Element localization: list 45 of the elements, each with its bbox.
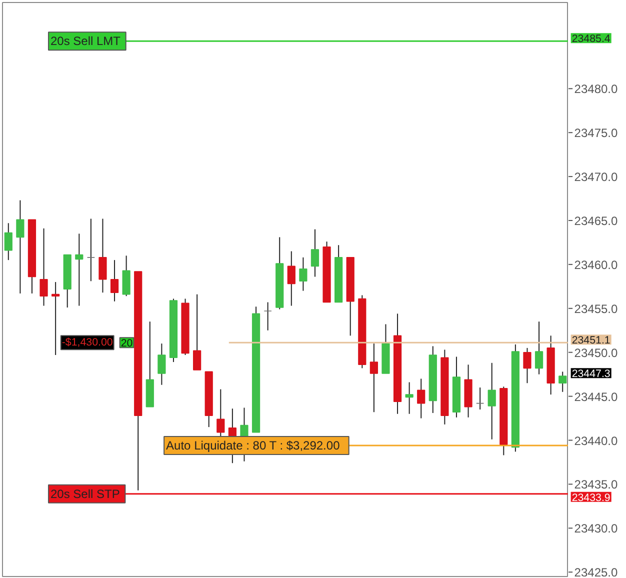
- candlestick: [405, 382, 414, 414]
- y-tick-label: 23460.0: [574, 258, 618, 272]
- annotation: 20s Sell STP: [50, 486, 120, 501]
- y-tick-label: 23430.0: [574, 522, 618, 536]
- annotation: 20: [120, 338, 133, 350]
- candlestick: [558, 371, 567, 392]
- candlestick: [40, 228, 48, 306]
- candlestick: [370, 343, 378, 413]
- candlestick: [122, 255, 130, 297]
- annotation: 20s Sell LMT: [50, 34, 122, 48]
- ref-line-label: 23451.1: [572, 334, 610, 347]
- candlestick: [216, 388, 225, 438]
- candlestick: [264, 302, 272, 331]
- candlestick: [4, 222, 12, 261]
- candlestick: [534, 321, 544, 375]
- candlestick: [523, 347, 532, 384]
- candlestick: [158, 343, 166, 386]
- candlestick: [287, 250, 296, 306]
- y-tick-label: 23445.0: [574, 390, 618, 404]
- text: 23447.3: [572, 368, 610, 380]
- ref-line-label: 23485.4: [572, 33, 610, 46]
- y-tick-label: 23455.0: [574, 302, 618, 316]
- candlestick: [310, 228, 320, 278]
- candlestick: [75, 233, 84, 306]
- candlestick: [16, 200, 24, 294]
- candlestick: [86, 218, 95, 282]
- y-tick-label: 23470.0: [574, 170, 618, 184]
- y-tick-label: 23465.0: [574, 214, 618, 228]
- annotation: Auto Liquidate : 80 T : $3,292.00: [166, 438, 340, 453]
- y-tick-label: 23475.0: [574, 126, 618, 140]
- y-tick-label: 23440.0: [574, 434, 618, 448]
- candlestick: [52, 282, 60, 356]
- annotation: -$1,430.00: [62, 336, 113, 349]
- y-tick-label: 23450.0: [574, 346, 618, 360]
- y-tick-label: 23480.0: [574, 82, 618, 96]
- candlestick: [299, 256, 308, 292]
- candlestick: [193, 294, 202, 370]
- y-tick-label: 23435.0: [574, 478, 618, 492]
- candlestick: [98, 218, 107, 294]
- candlestick: [476, 387, 484, 410]
- candlestick: [488, 362, 496, 440]
- ref-line-label: 23433.9: [572, 492, 610, 504]
- y-tick-label: 23425.0: [574, 566, 618, 578]
- candlestick: [417, 378, 426, 419]
- candlestick: [110, 260, 119, 302]
